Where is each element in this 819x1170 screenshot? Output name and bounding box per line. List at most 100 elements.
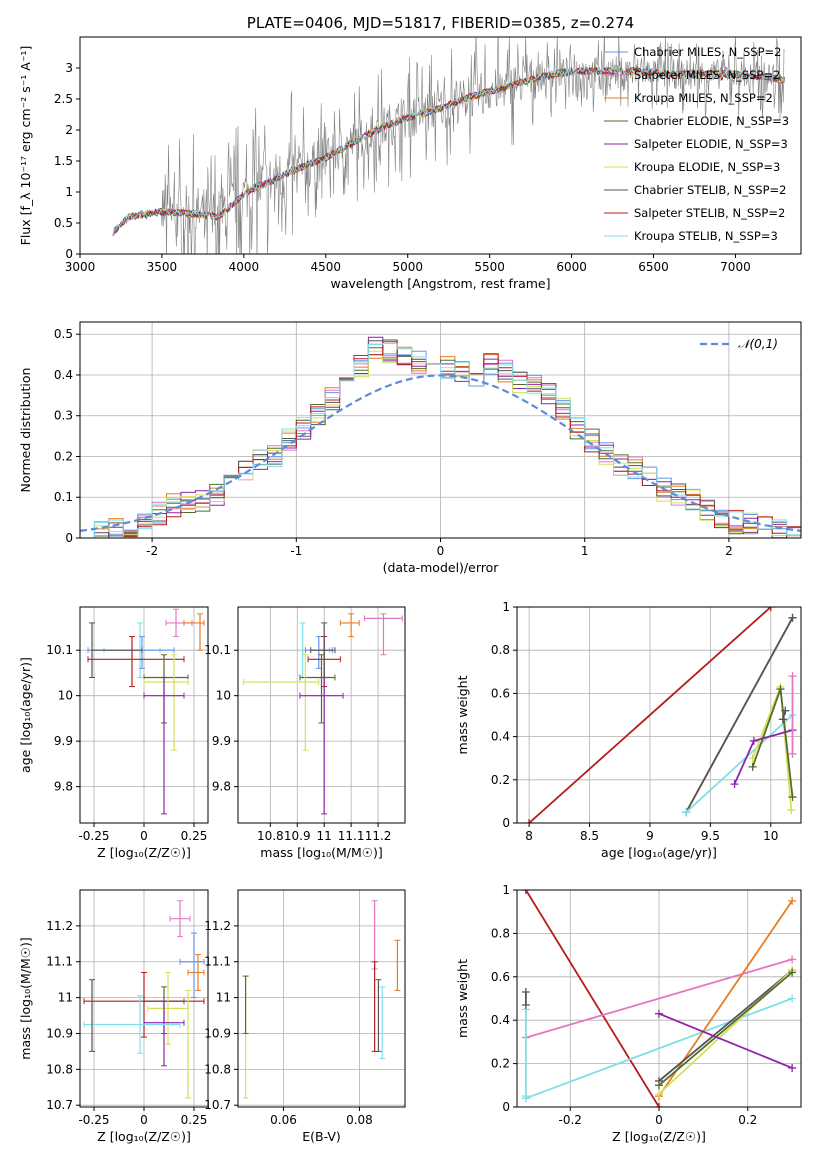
mass-weight-line — [525, 997, 793, 1100]
y-tick-label: 9.8 — [212, 780, 231, 794]
plus-marker — [655, 1081, 663, 1090]
y-axis-label: age [log₁₀(age/yr)] — [18, 657, 33, 773]
y-tick-label: 11.1 — [46, 955, 73, 969]
y-tick-label: 0 — [65, 531, 73, 545]
x-tick-label: 0.2 — [738, 1113, 757, 1127]
y-tick-label: 1 — [502, 600, 510, 614]
x-tick-label: 8.5 — [580, 829, 599, 843]
y-tick-label: 2 — [65, 123, 73, 137]
legend: Chabrier MILES, N_SSP=2 Salpeter MILES, N… — [604, 45, 789, 243]
y-tick-label: 10.1 — [204, 643, 231, 657]
plus-marker — [749, 736, 758, 745]
mass-weight-line — [685, 617, 794, 813]
chart-panel-3: -0.25 0 0.25 9.8 9.9 10 10.1 Z [log₁₀(Z/Z☉)] age… — [18, 606, 209, 860]
chart-panel-8: -0.2 0 0.2 0 0.2 0.4 0.6 0.8 1 Z [log₁₀(Z/Z☉)] mas… — [455, 883, 802, 1144]
plus-marker — [788, 672, 797, 681]
axes-frame — [237, 889, 406, 1108]
axes-frame — [79, 606, 209, 824]
mass-weight-line — [658, 969, 793, 1082]
y-tick-label: 0.4 — [491, 1013, 510, 1027]
observed-spectrum — [112, 37, 785, 254]
x-tick-label: 4500 — [311, 260, 342, 274]
x-tick-label: 6500 — [638, 260, 669, 274]
x-tick-label: 11.2 — [365, 829, 392, 843]
plus-marker — [521, 1092, 530, 1101]
x-tick-label: 0 — [437, 544, 445, 558]
plot-area — [238, 890, 405, 1107]
x-axis-label: Z [log₁₀(Z/Z☉)] — [97, 1129, 191, 1144]
x-tick-label: 8 — [525, 829, 533, 843]
plus-marker — [788, 994, 797, 1003]
y-tick-label: 10.9 — [46, 1026, 73, 1040]
axes-frame — [79, 36, 802, 255]
y-tick-label: 0.6 — [491, 686, 510, 700]
y-tick-label: 0.6 — [491, 970, 510, 984]
x-tick-label: 10.9 — [284, 829, 311, 843]
y-tick-label: 11.2 — [204, 919, 231, 933]
plot-area — [80, 322, 801, 538]
y-tick-label: 2.5 — [54, 92, 73, 106]
plot-area — [517, 890, 801, 1107]
y-tick-label: 0.2 — [54, 449, 73, 463]
chart-panel-1: 3000 3500 4000 4500 5000 5500 6000 6500 7000 0 0.5… — [18, 14, 802, 291]
x-tick-label: 5500 — [474, 260, 505, 274]
y-tick-label: 11.2 — [46, 919, 73, 933]
plus-marker — [776, 685, 785, 694]
y-tick-label: 0.5 — [54, 216, 73, 230]
plus-marker — [655, 1103, 663, 1107]
x-axis-label: E(B-V) — [302, 1129, 341, 1144]
plot-area — [80, 890, 208, 1107]
x-tick-label: 11.1 — [338, 829, 365, 843]
x-axis-label: Z [log₁₀(Z/Z☉)] — [612, 1129, 706, 1144]
x-tick-label: 0 — [140, 829, 148, 843]
x-tick-label: 3000 — [65, 260, 96, 274]
chart-title: PLATE=0406, MJD=51817, FIBERID=0385, z=0… — [247, 14, 634, 32]
x-axis-label: (data-model)/error — [383, 560, 500, 575]
legend-label: 𝒩(0,1) — [738, 337, 778, 351]
y-tick-label: 0 — [502, 816, 510, 830]
legend-label: Salpeter ELODIE, N_SSP=3 — [634, 137, 788, 151]
legend-label: Kroupa ELODIE, N_SSP=3 — [634, 160, 780, 174]
x-axis-label: mass [log₁₀(M/M☉)] — [260, 845, 382, 860]
plus-marker — [730, 780, 739, 789]
plus-marker — [788, 896, 797, 905]
x-tick-label: -1 — [290, 544, 302, 558]
x-tick-label: -0.2 — [559, 1113, 582, 1127]
normal-reference-curve — [80, 374, 801, 532]
x-tick-label: -0.25 — [78, 829, 109, 843]
x-tick-label: 0.25 — [181, 1113, 208, 1127]
plot-area — [517, 607, 801, 823]
axes-frame — [516, 889, 802, 1108]
axes-frame — [79, 321, 802, 539]
y-tick-label: 0.8 — [491, 643, 510, 657]
plus-marker — [682, 808, 691, 817]
x-axis-label: age [log₁₀(age/yr)] — [601, 845, 717, 860]
y-tick-label: 10.8 — [204, 1062, 231, 1076]
x-tick-label: 9 — [646, 829, 654, 843]
y-axis-label: Normed distribution — [18, 368, 33, 493]
plus-marker — [788, 793, 797, 802]
axes-frame — [79, 889, 209, 1108]
residual-histogram — [80, 347, 801, 538]
legend-label: Chabrier MILES, N_SSP=2 — [634, 45, 781, 59]
residual-histogram — [80, 341, 801, 538]
legend-label: Kroupa MILES, N_SSP=2 — [634, 91, 773, 105]
x-axis-label: wavelength [Angstrom, rest frame] — [330, 276, 550, 291]
mass-weight-line — [525, 890, 660, 1107]
plus-marker — [655, 1089, 663, 1098]
mass-weight-line — [525, 958, 793, 1039]
mass-weight-line — [528, 607, 772, 823]
x-tick-label: 2 — [725, 544, 733, 558]
plus-marker — [655, 1009, 663, 1018]
x-tick-label: 0 — [655, 1113, 663, 1127]
x-tick-label: 10.8 — [257, 829, 284, 843]
y-tick-label: 0.1 — [54, 490, 73, 504]
mass-weight-line — [658, 971, 793, 1086]
plus-marker — [748, 762, 757, 771]
mass-weight-line — [733, 729, 793, 785]
y-tick-label: 1 — [65, 185, 73, 199]
legend-label: Salpeter STELIB, N_SSP=2 — [634, 206, 785, 220]
plus-marker — [788, 955, 797, 964]
x-tick-label: 11 — [317, 829, 332, 843]
plus-marker — [778, 715, 787, 724]
